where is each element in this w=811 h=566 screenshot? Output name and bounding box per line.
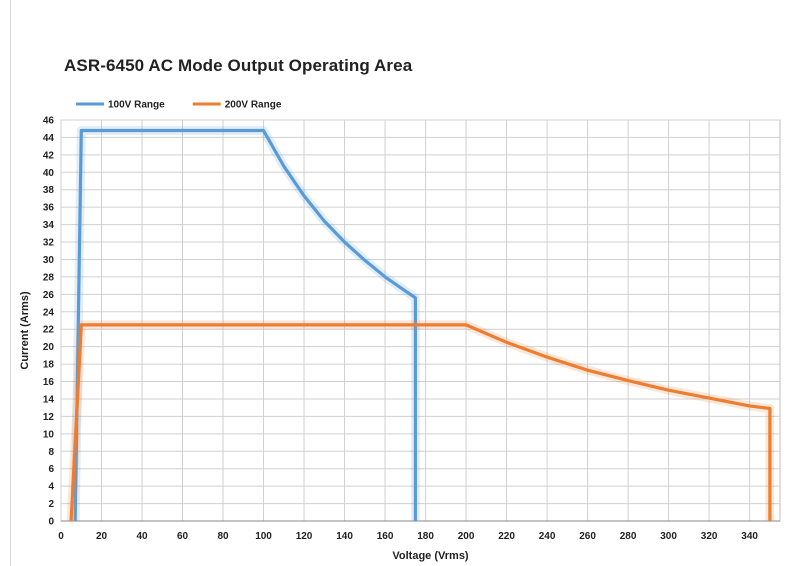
y-tick-label: 14 [43,394,55,405]
y-tick-label: 30 [43,255,55,266]
x-tick-label: 100 [255,531,272,542]
x-tick-label: 180 [417,531,434,542]
y-tick-label: 20 [43,342,55,353]
series-line-2 [69,323,772,522]
x-tick-label: 220 [498,531,515,542]
y-tick-label: 46 [43,116,55,127]
y-tick-label: 4 [48,482,54,493]
series-lines [66,126,775,522]
y-tick-label: 38 [43,185,55,196]
series-line-1 [73,128,417,522]
x-tick-label: 140 [336,531,353,542]
y-tick-labels: 0246810121416182022242628303234363840424… [43,116,55,528]
x-tick-label: 300 [660,531,677,542]
x-tick-label: 160 [377,531,394,542]
legend: 100V Range 200V Range [76,100,282,111]
x-tick-label: 340 [741,531,758,542]
x-tick-label: 240 [539,531,556,542]
grid [60,119,781,522]
x-tick-label: 40 [136,531,148,542]
y-tick-label: 24 [43,307,55,318]
x-tick-labels: 0 20 40 60 80 100 120 140 160 180 200 220 240 260 280 3… [58,531,758,542]
x-tick-label: 280 [620,531,637,542]
y-tick-label: 10 [43,429,55,440]
y-tick-label: 36 [43,203,55,214]
x-tick-label: 320 [701,531,718,542]
x-tick-label: 260 [579,531,596,542]
x-tick-label: 60 [177,531,189,542]
y-tick-label: 18 [43,360,55,371]
y-tick-label: 0 [48,517,54,528]
legend-label: 100V Range [108,100,165,111]
y-tick-label: 42 [43,150,55,161]
y-tick-label: 16 [43,377,55,388]
y-tick-label: 2 [48,499,54,510]
y-tick-label: 6 [48,464,54,475]
legend-label: 200V Range [225,100,282,111]
x-tick-label: 80 [217,531,229,542]
y-tick-label: 32 [43,238,55,249]
y-tick-label: 26 [43,290,55,301]
y-tick-label: 28 [43,272,55,283]
x-tick-label: 200 [458,531,475,542]
x-axis-label: Voltage (Vrms) [392,550,469,562]
chart-title: ASR-6450 AC Mode Output Operating Area [64,56,413,75]
y-axis-label: Current (Arms) [19,291,31,370]
y-tick-label: 12 [43,412,55,423]
series-glow [66,320,775,522]
y-tick-label: 8 [48,447,54,458]
y-tick-label: 44 [43,133,55,144]
x-tick-label: 120 [296,531,313,542]
x-tick-label: 20 [96,531,108,542]
x-tick-label: 0 [58,531,64,542]
y-tick-label: 22 [43,325,55,336]
left-divider [10,0,11,566]
y-tick-label: 34 [43,220,55,231]
y-tick-label: 40 [43,168,55,179]
